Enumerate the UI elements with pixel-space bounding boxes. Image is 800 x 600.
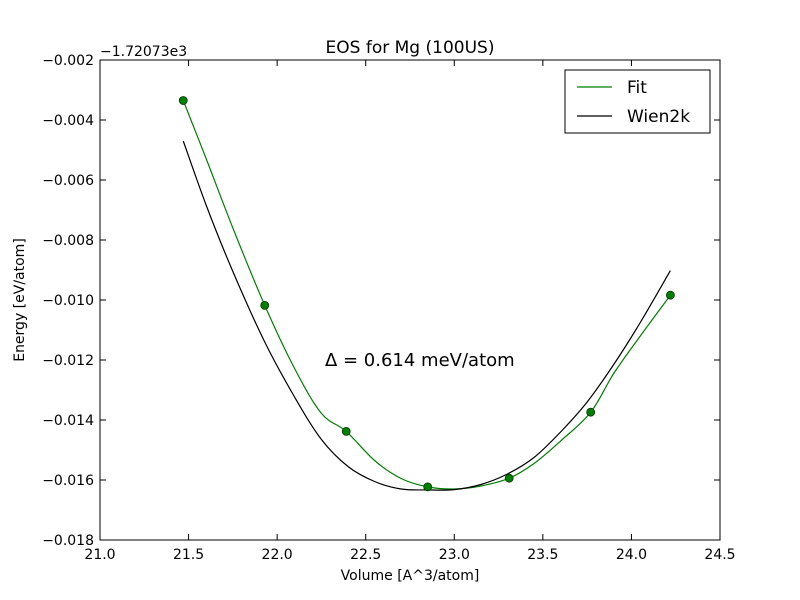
x-tick-label: 24.5 (704, 547, 735, 563)
x-tick-label: 21.5 (173, 547, 204, 563)
x-tick-label: 23.0 (439, 547, 470, 563)
x-tick-label: 22.5 (350, 547, 381, 563)
data-point (178, 96, 188, 105)
y-tick-label: −0.010 (42, 293, 94, 309)
data-point (341, 426, 351, 436)
legend-box (564, 69, 711, 134)
legend-label-fit: Fit (627, 78, 647, 98)
y-offset-label: −1.72073e3 (100, 44, 187, 60)
chart-title: EOS for Mg (100US) (326, 38, 495, 58)
y-tick-label: −0.008 (42, 233, 94, 249)
y-tick-label: −0.016 (42, 473, 94, 489)
data-point (586, 407, 596, 417)
x-tick-label: 22.0 (262, 547, 293, 563)
x-axis-label: Volume [A^3/atom] (341, 568, 480, 584)
y-tick-label: −0.004 (42, 113, 94, 129)
y-tick-label: −0.006 (42, 173, 94, 189)
legend-label-wien2k: Wien2k (627, 107, 690, 127)
x-tick-label: 21.0 (84, 547, 115, 563)
y-tick-label: −0.012 (42, 353, 94, 369)
delta-annotation: Δ = 0.614 meV/atom (325, 350, 515, 371)
axis-ticks: 21.0 21.5 22.0 22.5 23.0 23.5 24.0 24.5 −0.002 −0… (42, 53, 735, 563)
data-point (666, 290, 675, 300)
x-tick-label: 23.5 (527, 547, 558, 563)
data-point (504, 473, 514, 483)
legend: Fit Wien2k (564, 69, 711, 134)
y-tick-label: −0.014 (42, 413, 94, 429)
x-tick-label: 24.0 (616, 547, 647, 563)
data-point (260, 300, 270, 310)
series-layer (178, 96, 675, 492)
y-tick-label: −0.018 (42, 533, 94, 549)
y-tick-label: −0.002 (42, 53, 94, 69)
data-point (423, 482, 433, 492)
y-axis-label: Energy [eV/atom] (12, 238, 28, 362)
